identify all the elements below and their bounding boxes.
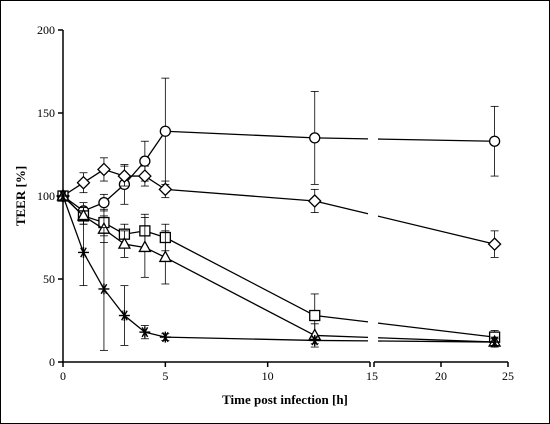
series-line [82, 252, 105, 290]
y-tick-label: 100 [37, 189, 55, 203]
series-line [314, 314, 369, 323]
series-line [165, 188, 315, 202]
marker-asterisk [139, 326, 151, 338]
marker-square [309, 309, 321, 322]
series-line [314, 200, 369, 215]
series-asterisk [57, 190, 501, 351]
x-tick-label: 25 [502, 369, 514, 383]
series-line [144, 331, 166, 338]
y-tick-label: 0 [49, 355, 55, 369]
x-tick-label: 15 [366, 369, 378, 383]
x-axis-title: Time post infection [h] [222, 392, 348, 407]
marker-diamond [487, 237, 502, 252]
y-tick-label: 150 [37, 106, 55, 120]
marker-circle [139, 155, 151, 167]
marker-circle [159, 125, 171, 137]
series-line [165, 130, 315, 139]
marker-diamond [117, 169, 132, 183]
marker-circle [98, 196, 110, 209]
marker-asterisk [309, 334, 321, 346]
marker-asterisk [98, 283, 110, 295]
marker-diamond [137, 169, 152, 183]
series-line [62, 195, 85, 253]
marker-diamond [307, 194, 322, 208]
y-tick-label: 50 [43, 272, 55, 286]
marker-asterisk [489, 336, 501, 348]
series-line [144, 130, 166, 162]
marker-diamond [158, 182, 173, 197]
marker-circle [488, 135, 501, 147]
series-line [377, 340, 495, 343]
marker-diamond [97, 162, 111, 177]
marker-asterisk [118, 310, 130, 322]
marker-circle [309, 132, 321, 144]
series-layer [56, 77, 502, 351]
marker-asterisk [57, 190, 69, 202]
series-line [103, 288, 125, 316]
marker-asterisk [159, 331, 171, 343]
x-tick-label: 0 [60, 369, 66, 383]
series-line [377, 215, 495, 245]
series-line [314, 137, 369, 140]
y-tick-label: 200 [37, 23, 55, 37]
marker-asterisk [77, 246, 89, 258]
series-line [165, 236, 316, 317]
marker-triangle [138, 240, 152, 253]
series-line [377, 322, 495, 338]
axes: 0 50 100 150 200 0 5 10 15 20 25 [37, 23, 514, 383]
y-axis-title: TEER [%] [13, 166, 28, 226]
series-line [314, 334, 369, 339]
series-triangle [56, 188, 502, 348]
series-line [123, 315, 146, 333]
marker-triangle [117, 236, 131, 249]
series-line [165, 256, 316, 337]
x-tick-label: 5 [162, 369, 168, 383]
x-tick-label: 10 [262, 369, 274, 383]
series-line [377, 138, 495, 142]
x-tick-label: 20 [435, 369, 447, 383]
marker-triangle [158, 250, 172, 263]
marker-diamond [76, 175, 91, 190]
series-line [165, 336, 315, 342]
